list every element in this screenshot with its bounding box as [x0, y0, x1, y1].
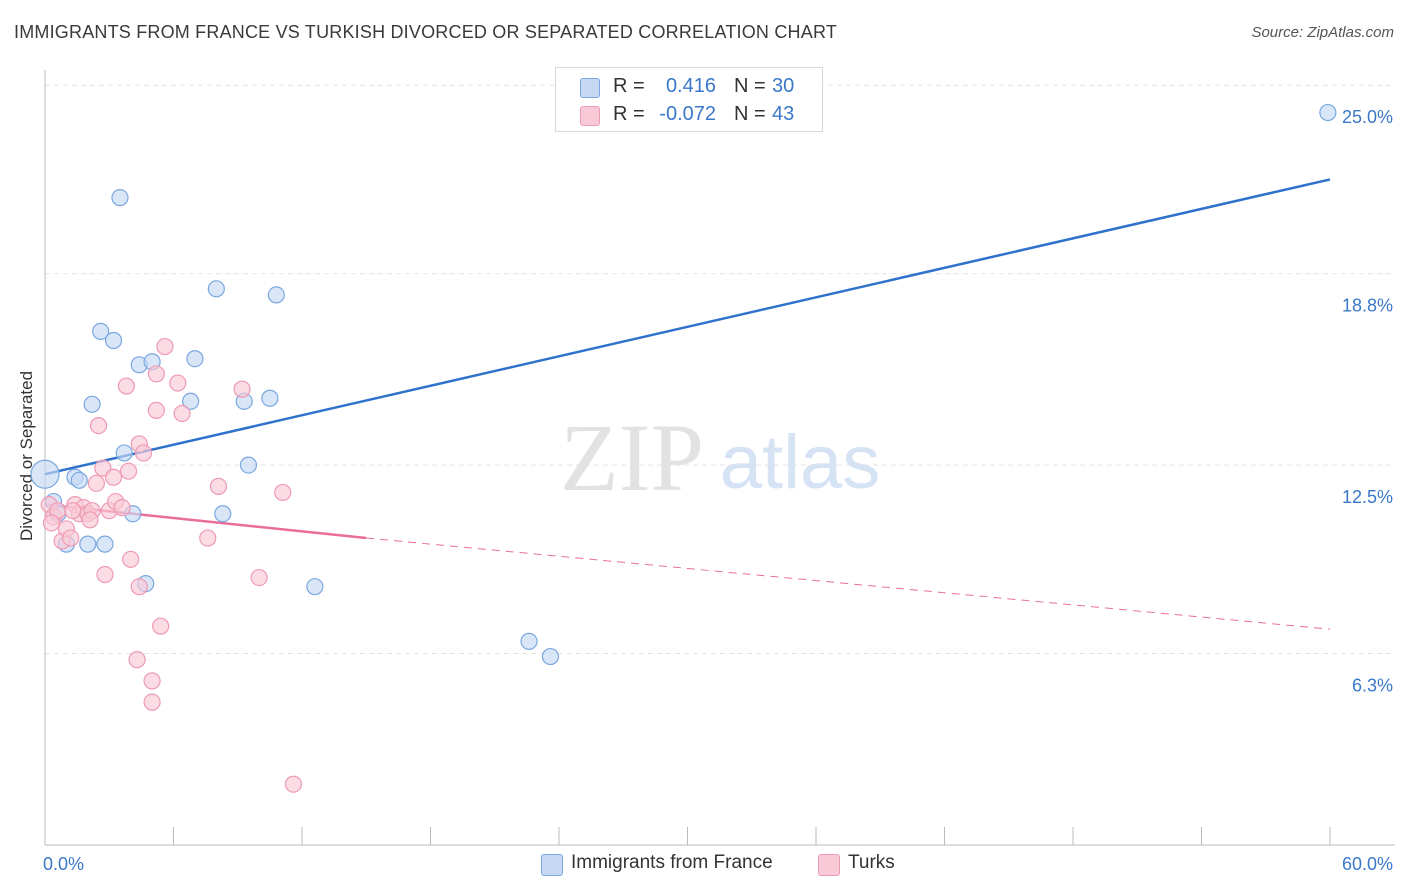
point-france	[111, 189, 129, 207]
point-france	[182, 392, 200, 410]
point-france	[186, 350, 204, 368]
turks-swatch	[580, 106, 600, 126]
point-turks	[122, 550, 140, 568]
point-france	[239, 456, 258, 474]
point-turks	[119, 462, 138, 480]
source-label: Source: ZipAtlas.com	[1251, 24, 1394, 41]
point-turks	[89, 416, 108, 435]
point-turks	[134, 444, 153, 462]
point-france	[70, 471, 88, 489]
point-turks	[274, 483, 292, 502]
point-turks	[113, 499, 131, 517]
point-turks	[199, 529, 217, 547]
point-france	[1319, 103, 1337, 122]
point-france	[96, 535, 114, 553]
x-tick-label: 0.0%	[43, 854, 84, 874]
point-turks	[96, 565, 114, 584]
n-label: N =	[734, 75, 766, 97]
turks-swatch	[818, 854, 840, 876]
point-turks	[284, 775, 303, 793]
trend-line-france	[44, 178, 1331, 476]
point-turks	[147, 365, 165, 383]
point-france	[520, 632, 538, 650]
point-turks	[209, 477, 228, 495]
point-france	[104, 331, 123, 350]
point-france	[267, 286, 285, 304]
france-swatch	[580, 78, 600, 98]
y-tick-label: 18.8%	[1342, 296, 1393, 316]
point-france	[92, 322, 110, 340]
point-turks	[87, 474, 106, 492]
correlation-legend: R = 0.416 N = 30 R = -0.072 N = 43	[555, 67, 823, 132]
n-value: 30	[772, 75, 795, 97]
legend-row-france: R = 0.416 N = 30	[556, 73, 822, 101]
point-turks	[147, 401, 165, 419]
r-value: 0.416	[665, 75, 716, 97]
point-turks	[64, 502, 82, 520]
point-turks	[117, 377, 135, 395]
point-france	[115, 444, 133, 462]
point-turks	[156, 337, 174, 356]
watermark: ZIP atlas	[560, 404, 880, 511]
point-france	[261, 389, 279, 407]
france-swatch	[541, 854, 563, 876]
legend-row-turks: R = -0.072 N = 43	[556, 101, 822, 129]
point-turks	[104, 468, 123, 486]
point-turks	[42, 514, 61, 532]
point-france	[207, 280, 225, 298]
grid	[45, 84, 1395, 655]
point-turks	[128, 651, 146, 669]
r-value: -0.072	[659, 103, 716, 125]
n-label: N =	[734, 103, 766, 125]
watermark-atlas: atlas	[720, 420, 881, 505]
point-turks	[250, 568, 268, 587]
n-value: 43	[772, 103, 795, 125]
r-label: R =	[613, 75, 645, 97]
legend-label: Immigrants from France	[571, 852, 773, 873]
point-france	[30, 459, 60, 489]
point-france	[83, 395, 101, 413]
point-turks	[173, 404, 191, 423]
point-turks	[143, 693, 161, 711]
data-points	[30, 76, 1337, 793]
y-tick-label: 6.3%	[1352, 676, 1393, 696]
point-turks	[233, 380, 251, 398]
legend-label: Turks	[848, 852, 895, 873]
watermark-zip: ZIP	[560, 404, 704, 511]
r-label: R =	[613, 103, 645, 125]
point-turks	[152, 617, 170, 635]
point-turks	[62, 529, 80, 547]
point-turks	[130, 578, 148, 596]
point-france	[541, 647, 560, 666]
point-turks	[143, 672, 161, 690]
y-tick-label: 25.0%	[1342, 107, 1393, 127]
trend-line-turks	[366, 537, 1331, 630]
point-france	[79, 535, 97, 553]
y-tick-label: 12.5%	[1342, 487, 1393, 507]
x-tick-label: 60.0%	[1342, 854, 1393, 874]
tick-labels: 6.3% 12.5% 18.8% 25.0% 0.0% 60.0%	[43, 107, 1393, 874]
point-france	[214, 505, 232, 523]
point-turks	[169, 374, 187, 392]
point-turks	[81, 511, 99, 529]
axes	[44, 70, 1395, 846]
chart-title: IMMIGRANTS FROM FRANCE VS TURKISH DIVORC…	[14, 22, 838, 42]
point-france	[306, 578, 324, 596]
